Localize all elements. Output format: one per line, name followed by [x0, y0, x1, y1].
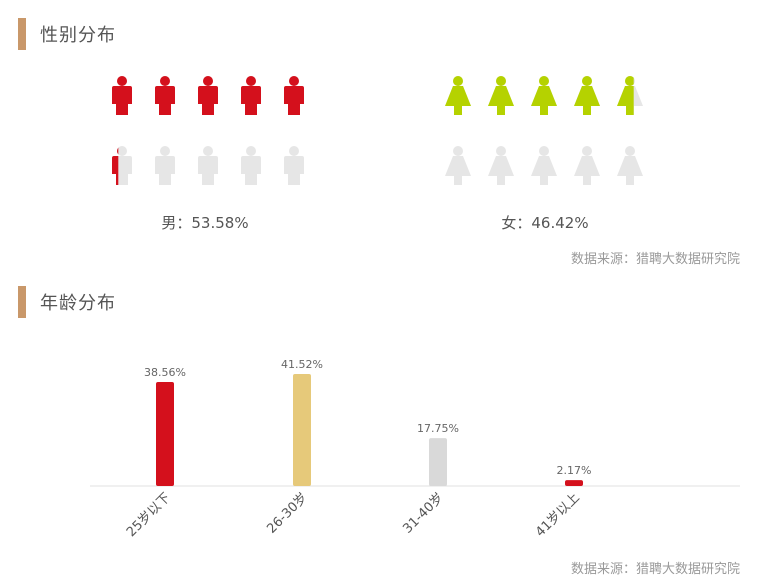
female-person-icon: [617, 76, 643, 115]
male-person-icon: [241, 146, 261, 185]
female-person-icon: [488, 146, 514, 185]
age-bar: [429, 438, 447, 486]
bar-value-label: 2.17%: [557, 464, 592, 477]
x-tick-label: 26-30岁: [264, 490, 311, 537]
male-person-icon: [155, 76, 175, 115]
male-icon-grid: [112, 76, 304, 185]
female-person-icon: [445, 76, 471, 115]
age-bar: [293, 374, 311, 486]
gender-section-header: 性别分布: [18, 18, 116, 50]
female-percentage-label: 女：46.42%: [501, 214, 588, 232]
female-person-icon: [445, 146, 471, 185]
gender-data-source: 数据来源：猎聘大数据研究院: [570, 252, 740, 267]
age-section-header: 年龄分布: [18, 286, 116, 318]
male-person-icon: [284, 146, 304, 185]
section-accent-bar: [18, 18, 26, 50]
male-percentage-label: 男：53.58%: [161, 214, 248, 232]
female-person-icon: [488, 76, 514, 115]
bar-value-label: 41.52%: [281, 358, 323, 371]
female-person-icon: [617, 146, 643, 185]
male-person-icon: [198, 146, 218, 185]
section-accent-bar: [18, 286, 26, 318]
female-person-icon: [574, 76, 600, 115]
female-person-icon: [531, 146, 557, 185]
gender-section-title: 性别分布: [40, 25, 116, 46]
age-data-source: 数据来源：猎聘大数据研究院: [570, 562, 740, 577]
male-person-icon: [241, 76, 261, 115]
male-person-icon: [112, 146, 132, 185]
x-tick-label: 31-40岁: [400, 490, 447, 537]
female-person-icon: [531, 76, 557, 115]
age-section-title: 年龄分布: [40, 293, 116, 314]
bar-value-label: 38.56%: [144, 366, 186, 379]
female-person-icon: [574, 146, 600, 185]
x-tick-label: 41岁以上: [533, 490, 583, 540]
age-bar: [565, 480, 583, 486]
male-person-icon: [198, 76, 218, 115]
age-bar-chart: 38.56% 25岁以下 41.52% 26-30岁 17.75% 31-40岁 2.17%…: [90, 358, 740, 540]
female-icon-grid: [445, 76, 643, 185]
x-tick-label: 25岁以下: [124, 490, 174, 540]
male-person-icon: [155, 146, 175, 185]
bar-value-label: 17.75%: [417, 422, 459, 435]
male-person-icon: [284, 76, 304, 115]
age-bar: [156, 381, 174, 486]
male-person-icon: [112, 76, 132, 115]
